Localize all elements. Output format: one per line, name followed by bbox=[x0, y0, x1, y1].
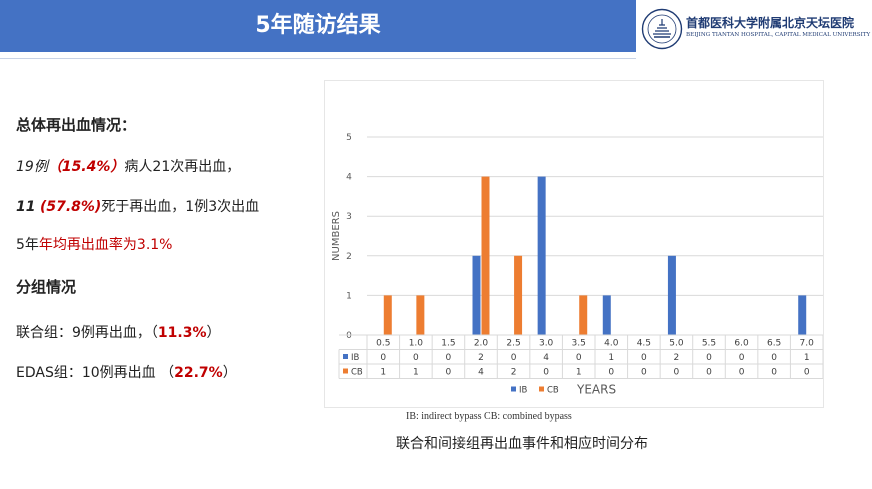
data-label-ib: 1 bbox=[608, 353, 614, 363]
data-label-cb: 1 bbox=[380, 368, 386, 378]
edas-text: EDAS组：10例再出血 （ bbox=[16, 365, 175, 381]
combined-percent: 11.3% bbox=[157, 325, 207, 341]
x-tick-label: 1.5 bbox=[441, 339, 455, 349]
data-label-cb: 0 bbox=[446, 368, 452, 378]
five-year-label: 5年 bbox=[16, 237, 39, 253]
bar-ib bbox=[667, 255, 676, 335]
edas-close: ） bbox=[222, 365, 237, 381]
header-divider bbox=[0, 58, 636, 59]
legend-swatch-cb bbox=[539, 386, 544, 392]
group-line-combined: 联合组：9例再出血，（11.3%） bbox=[16, 322, 221, 342]
chart-caption: 联合和间接组再出血事件和相应时间分布 bbox=[396, 436, 648, 452]
overall-detail: 病人21次再出血， bbox=[124, 159, 241, 175]
legend-label: IB bbox=[519, 386, 528, 396]
hospital-name-cn: 首都医科大学附属北京天坛医院 bbox=[686, 16, 855, 30]
data-label-ib: 2 bbox=[674, 353, 680, 363]
data-label-cb: 0 bbox=[804, 368, 810, 378]
data-label-ib: 0 bbox=[739, 353, 745, 363]
edas-percent: 22.7% bbox=[174, 365, 223, 381]
data-label-cb: 0 bbox=[641, 368, 647, 378]
data-label-ib: 0 bbox=[641, 353, 647, 363]
data-label-ib: 0 bbox=[380, 353, 386, 363]
x-tick-label: 2.5 bbox=[506, 339, 520, 349]
overall-count: 19例 bbox=[16, 159, 48, 175]
bar-ib bbox=[537, 176, 546, 335]
data-label-ib: 0 bbox=[771, 353, 777, 363]
x-tick-label: 5.5 bbox=[702, 339, 716, 349]
table-key-cb bbox=[343, 368, 348, 374]
overall-heading: 总体再出血情况： bbox=[16, 116, 137, 134]
data-label-ib: 1 bbox=[804, 353, 810, 363]
y-tick-label: 5 bbox=[346, 133, 352, 143]
bar-cb bbox=[579, 295, 588, 335]
data-label-cb: 0 bbox=[674, 368, 680, 378]
bar-cb bbox=[514, 255, 523, 335]
bar-cb bbox=[383, 295, 392, 335]
x-tick-label: 4.5 bbox=[637, 339, 651, 349]
x-tick-label: 7.0 bbox=[800, 339, 815, 349]
hospital-logo-icon bbox=[641, 8, 683, 50]
page-title: 5年随访结果 bbox=[255, 13, 381, 38]
overall-percent: （15.4%） bbox=[47, 159, 125, 175]
combined-close: ） bbox=[206, 325, 221, 341]
data-label-cb: 2 bbox=[511, 368, 517, 378]
table-series-label: IB bbox=[351, 353, 360, 363]
data-label-cb: 4 bbox=[478, 368, 484, 378]
x-tick-label: 3.0 bbox=[539, 339, 554, 349]
x-tick-label: 6.5 bbox=[767, 339, 781, 349]
death-detail: 死于再出血，1例3次出血 bbox=[101, 199, 260, 215]
bar-cb bbox=[481, 176, 490, 335]
overall-line-3: 5年年均再出血率为3.1% bbox=[16, 234, 173, 254]
x-tick-label: 5.0 bbox=[669, 339, 684, 349]
y-tick-label: 4 bbox=[346, 173, 352, 183]
data-label-ib: 2 bbox=[478, 353, 484, 363]
chart-legend-caption: IB: indirect bypass CB: combined bypass bbox=[406, 411, 572, 422]
data-label-ib: 0 bbox=[446, 353, 452, 363]
hospital-name-en: BEIJING TIANTAN HOSPITAL, CAPITAL MEDICA… bbox=[686, 32, 871, 38]
data-label-cb: 1 bbox=[576, 368, 582, 378]
legend-swatch-ib bbox=[511, 386, 516, 392]
y-tick-label: 1 bbox=[346, 291, 352, 301]
y-tick-label: 0 bbox=[346, 331, 352, 341]
death-percent: (57.8%) bbox=[39, 199, 102, 215]
table-key-ib bbox=[343, 354, 348, 359]
data-label-cb: 0 bbox=[608, 368, 614, 378]
data-label-ib: 0 bbox=[576, 353, 582, 363]
y-tick-label: 2 bbox=[346, 252, 352, 262]
group-line-edas: EDAS组：10例再出血 （22.7%） bbox=[16, 362, 237, 382]
x-tick-label: 0.5 bbox=[376, 339, 390, 349]
data-label-cb: 0 bbox=[543, 368, 549, 378]
annual-rate: 年均再出血率为3.1% bbox=[38, 237, 173, 253]
bar-cb bbox=[416, 295, 425, 335]
combined-text: 联合组：9例再出血，（ bbox=[16, 325, 158, 341]
bar-ib bbox=[798, 295, 807, 335]
overall-line-2: 11 (57.8%)死于再出血，1例3次出血 bbox=[16, 196, 259, 216]
data-label-ib: 0 bbox=[511, 353, 517, 363]
data-label-cb: 0 bbox=[771, 368, 777, 378]
bar-ib bbox=[602, 295, 611, 335]
x-tick-label: 4.0 bbox=[604, 339, 619, 349]
data-label-cb: 1 bbox=[413, 368, 419, 378]
data-label-ib: 0 bbox=[706, 353, 712, 363]
x-tick-label: 6.0 bbox=[734, 339, 749, 349]
data-label-cb: 0 bbox=[739, 368, 745, 378]
chart-frame: 0 1 2 3 4 5 NUMBERS 0.5 0 1 1.0 0 1 1.5 0 0 2.0 2 4 2.5 0 2 3.… bbox=[324, 80, 824, 408]
overall-line-1: 19例（15.4%）病人21次再出血， bbox=[16, 156, 240, 176]
data-label-ib: 4 bbox=[543, 353, 549, 363]
x-tick-label: 3.5 bbox=[572, 339, 586, 349]
table-series-label: CB bbox=[351, 368, 363, 378]
title-bar bbox=[0, 0, 636, 52]
rebleeding-bar-chart: 0 1 2 3 4 5 NUMBERS 0.5 0 1 1.0 0 1 1.5 0 0 2.0 2 4 2.5 0 2 3.… bbox=[331, 133, 824, 397]
data-label-cb: 0 bbox=[706, 368, 712, 378]
data-label-ib: 0 bbox=[413, 353, 419, 363]
x-axis-label: YEARS bbox=[576, 383, 616, 397]
x-tick-label: 1.0 bbox=[409, 339, 424, 349]
bar-ib bbox=[472, 255, 481, 335]
x-tick-label: 2.0 bbox=[474, 339, 489, 349]
y-axis-label: NUMBERS bbox=[331, 211, 342, 261]
group-heading: 分组情况 bbox=[16, 278, 77, 296]
death-count: 11 bbox=[16, 199, 36, 215]
y-tick-label: 3 bbox=[346, 212, 352, 222]
legend-label: CB bbox=[547, 386, 559, 396]
